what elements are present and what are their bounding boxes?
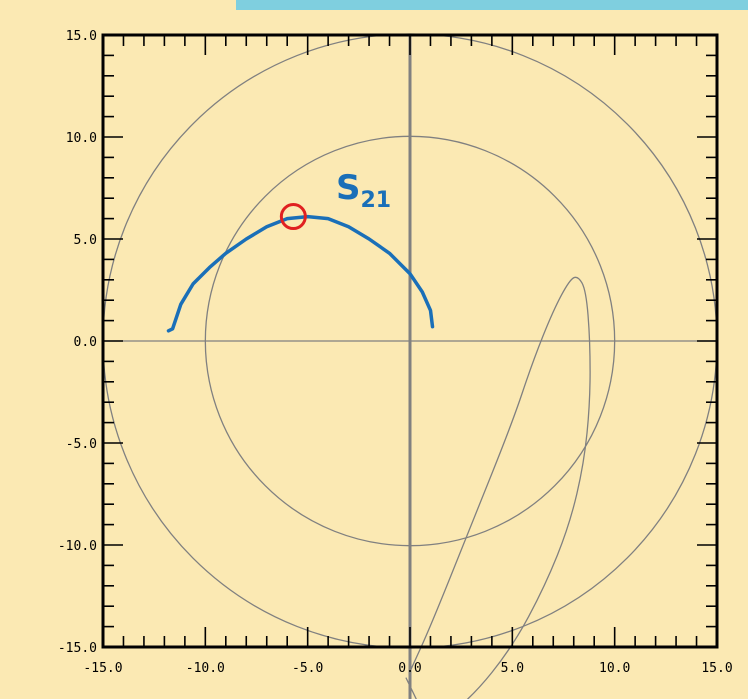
header-banner (236, 0, 748, 10)
y-tick-label: -15.0 (58, 641, 97, 656)
series-lines (166, 214, 435, 333)
series-line-s21 (166, 214, 435, 333)
x-tick-label: 0.0 (398, 661, 421, 676)
x-tick-label: -5.0 (292, 661, 323, 676)
y-tick-label: -5.0 (66, 437, 97, 452)
marker-circle (279, 203, 307, 231)
y-tick-label: -10.0 (58, 539, 97, 554)
y-tick-labels: 15.0 10.0 5.0 0.0 -5.0 -10.0 -15.0 (58, 29, 97, 656)
x-tick-labels: -15.0 -10.0 -5.0 0.0 5.0 10.0 15.0 (83, 661, 732, 676)
x-tick-label: 15.0 (701, 661, 732, 676)
locus-curve-a (405, 276, 591, 699)
x-tick-label: -15.0 (83, 661, 122, 676)
series-label-main: S (336, 168, 361, 208)
y-tick-label: 15.0 (66, 29, 97, 44)
axis-lines (103, 35, 717, 699)
y-tick-label: 10.0 (66, 131, 97, 146)
y-tick-label: 0.0 (74, 335, 97, 350)
x-tick-label: 5.0 (501, 661, 524, 676)
tick-marks (102, 34, 718, 648)
series-label-subscript: 21 (361, 188, 392, 213)
x-tick-label: 10.0 (599, 661, 630, 676)
y-tick-label: 5.0 (74, 233, 97, 248)
x-tick-label: -10.0 (186, 661, 225, 676)
marker-group (279, 203, 307, 231)
loci-curves (405, 276, 591, 699)
series-label: S21 (336, 168, 391, 213)
series-label-group: S21 (336, 168, 391, 213)
